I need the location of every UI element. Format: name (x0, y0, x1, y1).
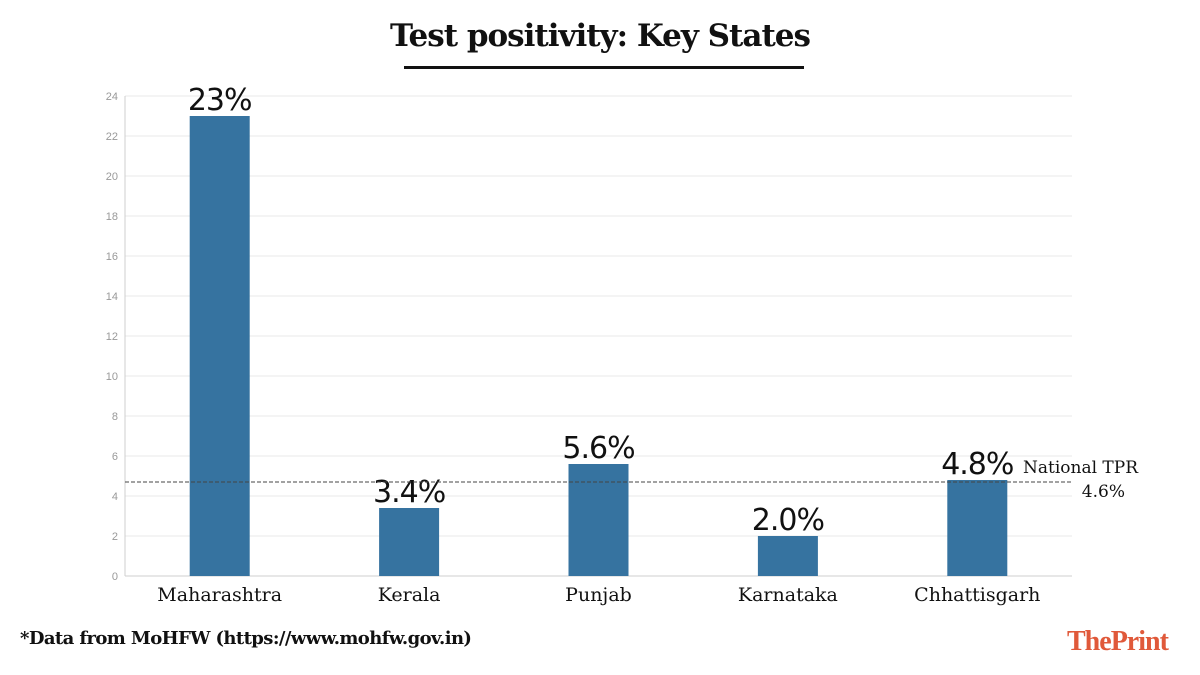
y-tick-label: 20 (106, 171, 118, 183)
y-tick-label: 22 (106, 131, 118, 143)
data-label: 5.6% (562, 431, 634, 466)
y-tick-label: 8 (112, 411, 118, 423)
data-label: 3.4% (373, 475, 445, 510)
chart-title: Test positivity: Key States (390, 18, 811, 54)
bar (947, 480, 1008, 576)
x-tick-label: Karnataka (738, 584, 838, 606)
logo-part-the: The (1067, 626, 1112, 657)
x-tick-label: Maharashtra (157, 584, 282, 606)
data-label: 23% (188, 83, 252, 118)
y-tick-label: 12 (106, 331, 118, 343)
data-label: 2.0% (752, 503, 824, 538)
data-label: 4.8% (941, 447, 1013, 482)
bar (568, 464, 629, 576)
x-tick-label: Kerala (378, 584, 441, 606)
y-tick-label: 14 (106, 291, 118, 303)
bar (757, 536, 818, 576)
bar (189, 116, 250, 576)
y-tick-label: 18 (106, 211, 118, 223)
y-tick-label: 24 (106, 91, 118, 103)
y-tick-label: 2 (112, 531, 118, 543)
y-tick-label: 10 (106, 371, 118, 383)
y-tick-label: 6 (112, 451, 118, 463)
x-tick-label: Punjab (565, 584, 632, 606)
source-footnote: *Data from MoHFW (https://www.mohfw.gov.… (20, 628, 472, 649)
y-tick-label: 0 (112, 571, 118, 583)
logo-part-print: Print (1110, 626, 1169, 657)
title-underline (404, 66, 804, 69)
bar (379, 508, 440, 576)
x-tick-label: Chhattisgarh (914, 584, 1040, 606)
y-tick-label: 16 (106, 251, 118, 263)
national-tpr-value: 4.6% (1082, 482, 1125, 502)
national-tpr-label: National TPR (1023, 458, 1139, 478)
theprint-logo: ThePrint (1067, 626, 1169, 658)
y-tick-label: 4 (112, 491, 118, 503)
